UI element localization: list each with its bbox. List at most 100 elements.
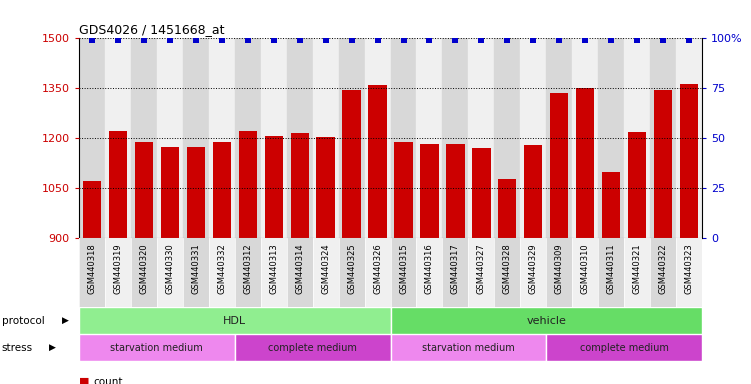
Bar xyxy=(79,238,105,307)
Text: GSM440330: GSM440330 xyxy=(165,243,174,295)
Bar xyxy=(157,238,182,307)
Text: GSM440315: GSM440315 xyxy=(399,243,408,294)
Bar xyxy=(391,38,417,238)
Text: GSM440317: GSM440317 xyxy=(451,243,460,295)
Bar xyxy=(187,147,205,238)
Bar xyxy=(134,142,153,238)
Bar xyxy=(261,238,287,307)
Bar xyxy=(624,38,650,238)
Bar xyxy=(109,131,127,238)
Bar xyxy=(79,307,391,334)
Bar xyxy=(83,181,101,238)
Bar xyxy=(394,142,412,238)
Point xyxy=(294,37,306,43)
Text: protocol: protocol xyxy=(2,316,44,326)
Point xyxy=(320,37,332,43)
Bar xyxy=(182,38,209,238)
Bar xyxy=(576,88,594,238)
Text: GSM440312: GSM440312 xyxy=(243,243,252,294)
Point xyxy=(86,37,98,43)
Bar xyxy=(520,38,547,238)
Point xyxy=(605,37,617,43)
Text: GDS4026 / 1451668_at: GDS4026 / 1451668_at xyxy=(79,23,225,36)
Point xyxy=(164,37,176,43)
Text: complete medium: complete medium xyxy=(268,343,357,353)
Bar xyxy=(339,238,364,307)
Text: vehicle: vehicle xyxy=(526,316,566,326)
Text: GSM440320: GSM440320 xyxy=(139,243,148,294)
Bar xyxy=(261,38,287,238)
Bar xyxy=(417,238,442,307)
Bar xyxy=(572,238,599,307)
Bar xyxy=(676,38,702,238)
Point xyxy=(216,37,228,43)
Bar xyxy=(287,238,312,307)
Text: GSM440309: GSM440309 xyxy=(555,243,564,294)
Bar xyxy=(624,238,650,307)
Bar xyxy=(291,133,309,238)
Bar xyxy=(520,238,547,307)
Bar xyxy=(391,307,702,334)
Bar xyxy=(547,334,702,361)
Bar xyxy=(442,238,469,307)
Text: GSM440323: GSM440323 xyxy=(685,243,694,295)
Bar xyxy=(239,131,257,238)
Point xyxy=(553,37,566,43)
Bar xyxy=(209,38,234,238)
Bar xyxy=(209,238,234,307)
Text: GSM440326: GSM440326 xyxy=(373,243,382,295)
Text: GSM440321: GSM440321 xyxy=(633,243,642,294)
Text: GSM440325: GSM440325 xyxy=(347,243,356,294)
Bar xyxy=(131,238,157,307)
Bar xyxy=(79,38,105,238)
Text: GSM440313: GSM440313 xyxy=(269,243,278,295)
Point xyxy=(267,37,279,43)
Bar xyxy=(469,38,494,238)
Bar xyxy=(650,238,676,307)
Point xyxy=(190,37,202,43)
Bar xyxy=(599,238,624,307)
Bar xyxy=(499,179,517,238)
Bar xyxy=(654,90,672,238)
Text: GSM440314: GSM440314 xyxy=(295,243,304,294)
Bar xyxy=(628,132,647,238)
Bar xyxy=(161,147,179,238)
Text: ▶: ▶ xyxy=(62,316,69,325)
Bar xyxy=(234,238,261,307)
Bar xyxy=(391,238,417,307)
Point xyxy=(502,37,514,43)
Text: stress: stress xyxy=(2,343,32,353)
Bar xyxy=(342,90,360,238)
Point xyxy=(397,37,409,43)
Text: GSM440329: GSM440329 xyxy=(529,243,538,294)
Point xyxy=(475,37,487,43)
Point xyxy=(657,37,669,43)
Bar xyxy=(157,38,182,238)
Bar xyxy=(312,238,339,307)
Bar xyxy=(182,238,209,307)
Bar xyxy=(364,38,391,238)
Bar xyxy=(79,334,234,361)
Bar xyxy=(602,172,620,238)
Text: GSM440327: GSM440327 xyxy=(477,243,486,295)
Bar xyxy=(213,142,231,238)
Bar xyxy=(472,148,490,238)
Text: GSM440332: GSM440332 xyxy=(217,243,226,295)
Text: GSM440324: GSM440324 xyxy=(321,243,330,294)
Bar xyxy=(264,136,282,238)
Bar xyxy=(391,334,547,361)
Point xyxy=(683,37,695,43)
Bar xyxy=(547,38,572,238)
Text: ▶: ▶ xyxy=(49,343,56,352)
Bar xyxy=(446,144,465,238)
Text: count: count xyxy=(94,377,123,384)
Text: GSM440316: GSM440316 xyxy=(425,243,434,295)
Bar xyxy=(469,238,494,307)
Text: starvation medium: starvation medium xyxy=(110,343,204,353)
Bar xyxy=(599,38,624,238)
Bar xyxy=(312,38,339,238)
Text: GSM440328: GSM440328 xyxy=(503,243,512,295)
Text: ■: ■ xyxy=(79,377,89,384)
Point xyxy=(424,37,436,43)
Text: GSM440310: GSM440310 xyxy=(581,243,590,294)
